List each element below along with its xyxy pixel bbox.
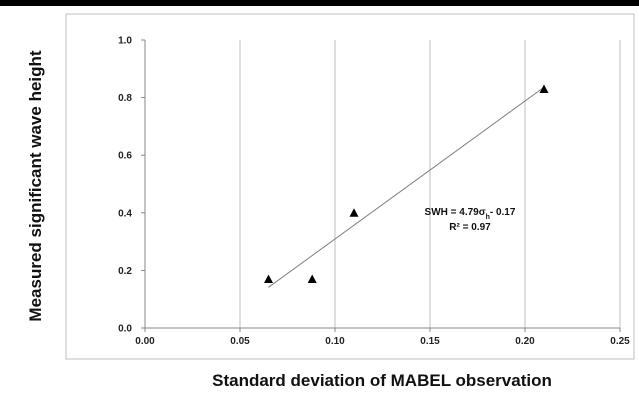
triangle-marker [349,208,359,217]
y-tick-label: 0.8 [118,93,132,104]
x-tick-label: 0.05 [230,336,250,347]
y-axis-title: Measured significant wave height [26,50,45,321]
y-tick-label: 1.0 [118,36,132,47]
data-points [264,84,549,284]
x-tick-label: 0.00 [135,336,155,347]
y-tick-label: 0.2 [118,266,132,277]
triangle-marker [264,274,273,284]
x-tick-label: 0.25 [610,336,630,347]
y-tick-label: 0.6 [118,151,132,162]
triangle-marker [307,274,317,284]
triangle-marker [539,84,549,93]
trendline [268,86,545,288]
top-border-bar [0,0,639,6]
x-tick-label: 0.20 [515,336,535,347]
grid-lines [239,40,621,328]
chart-frame [65,13,635,360]
x-axis-title: Standard deviation of MABEL observation [212,371,552,390]
y-tick-label: 0.4 [118,208,132,219]
trendline-group [268,86,545,288]
r-squared-label: R² = 0.97 [449,222,491,233]
x-tick-label: 0.15 [420,336,440,347]
y-tick-labels: 0.0 0.2 0.4 0.6 0.8 1.0 [118,36,132,335]
x-tick-labels: 0.00 0.05 0.10 0.15 0.20 0.25 [135,336,630,347]
y-tick-label: 0.0 [118,324,132,335]
trendline-equation: SWH = 4.79σh- 0.17 [425,207,516,221]
x-tick-label: 0.10 [325,336,345,347]
axes [141,39,621,332]
